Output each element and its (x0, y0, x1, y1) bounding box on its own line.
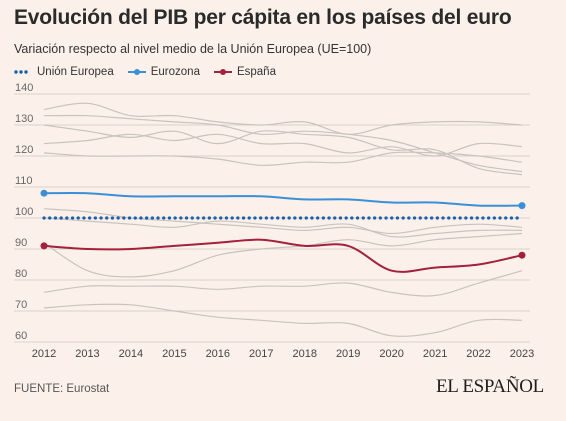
country-line (43, 133, 523, 157)
series-line-eurozona (43, 191, 523, 207)
legend-item-union-europea: Unión Europea (14, 66, 114, 78)
country-line (43, 303, 523, 337)
chart-subtitle: Variación respecto al nivel medio de la … (14, 42, 372, 56)
x-tick-label: 2017 (249, 348, 273, 360)
data-point-espana (40, 242, 48, 250)
x-tick-label: 2013 (75, 348, 99, 360)
country-line (43, 270, 523, 297)
line-marker-swatch-icon (127, 69, 146, 75)
x-tick-label: 2012 (32, 348, 56, 360)
source-note: FUENTE: Eurostat (14, 383, 110, 395)
x-tick-label: 2021 (423, 348, 447, 360)
data-point-eurozona (40, 189, 48, 197)
line-marker-swatch-icon (213, 69, 232, 75)
country-line (43, 232, 523, 278)
country-line (43, 208, 523, 235)
y-tick-label: 130 (15, 113, 33, 125)
legend-label-eurozona: Eurozona (150, 66, 200, 78)
country-line (43, 124, 523, 176)
data-point-eurozona (518, 202, 526, 210)
y-tick-label: 120 (15, 144, 33, 156)
x-tick-label: 2015 (162, 348, 186, 360)
x-tick-label: 2019 (336, 348, 360, 360)
y-tick-label: 80 (15, 268, 27, 280)
x-tick-label: 2018 (292, 348, 316, 360)
y-tick-label: 140 (15, 82, 33, 94)
legend-label-union-europea: Unión Europea (37, 66, 114, 78)
legend-item-eurozona: Eurozona (127, 66, 200, 78)
country-line (43, 151, 523, 166)
data-point-espana (518, 251, 526, 259)
chart-title: Evolución del PIB per cápita en los país… (14, 6, 512, 29)
x-tick-label: 2016 (206, 348, 230, 360)
country-line (43, 102, 523, 135)
y-tick-label: 60 (15, 330, 27, 342)
legend-label-espana: España (236, 66, 276, 78)
x-tick-label: 2020 (379, 348, 403, 360)
brand-logo: EL ESPAÑOL (435, 376, 544, 397)
country-line (43, 217, 523, 238)
x-tick-label: 2023 (510, 348, 534, 360)
y-tick-label: 70 (15, 299, 27, 311)
x-tick-label: 2022 (466, 348, 490, 360)
x-tick-label: 2014 (119, 348, 143, 360)
dotted-line-swatch-icon (14, 70, 28, 74)
legend-item-espana: España (213, 66, 276, 78)
country-line (43, 114, 523, 173)
y-tick-label: 100 (15, 206, 33, 218)
y-tick-label: 110 (15, 175, 33, 187)
chart-legend: Unión Europea Eurozona España (14, 64, 290, 80)
series-line-espana (43, 238, 523, 273)
y-tick-label: 90 (15, 237, 27, 249)
